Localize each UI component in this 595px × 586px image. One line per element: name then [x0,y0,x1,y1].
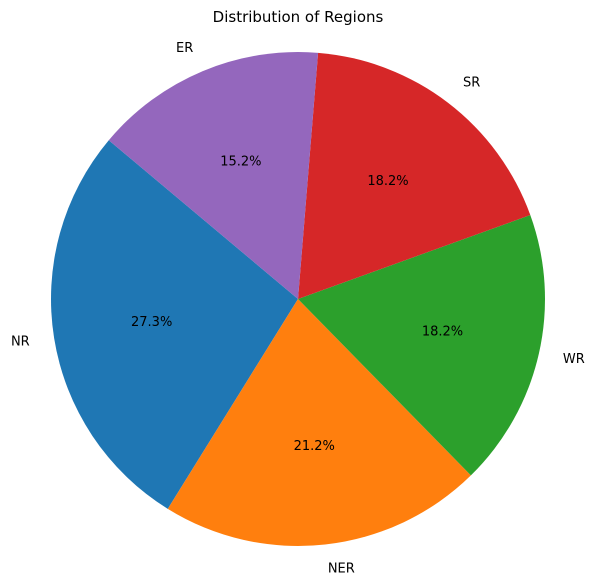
slice-percent-wr: 18.2% [422,324,463,339]
chart-title: Distribution of Regions [213,8,384,26]
slice-percent-nr: 27.3% [131,315,172,330]
slice-label-wr: WR [563,352,585,367]
pie-slice-wr [298,215,545,476]
pie-slices [51,52,545,546]
pie-slice-sr [298,52,531,300]
pie-slice-nr [51,140,299,509]
slice-percent-er: 15.2% [220,155,261,170]
slice-label-er: ER [176,41,193,56]
slice-label-sr: SR [463,76,480,91]
pie-labels: 27.3% NR 21.2% NER 18.2% WR 18.2% SR 15.2% ER [11,41,585,577]
pie-slice-ner [167,299,471,546]
slice-percent-ner: 21.2% [294,439,335,454]
slice-label-nr: NR [11,334,30,349]
slice-percent-sr: 18.2% [367,174,408,189]
pie-slice-er [108,52,319,299]
slice-label-ner: NER [328,562,355,577]
